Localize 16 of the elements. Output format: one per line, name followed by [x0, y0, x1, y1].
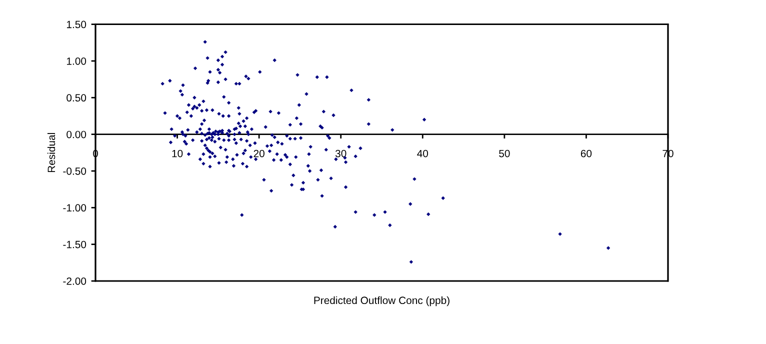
x-tick-label: 60: [580, 150, 592, 158]
x-tick-label: 50: [499, 150, 510, 158]
x-tick-label: 30: [335, 150, 346, 158]
x-tick-label: 40: [417, 150, 428, 158]
y-tick-label: 1.00: [66, 57, 86, 65]
y-tick-label: -0.50: [63, 167, 86, 175]
y-tick-label: 1.50: [66, 20, 86, 28]
y-tick-label: -2.00: [63, 278, 86, 285]
x-axis-title: Predicted Outflow Conc (ppb): [314, 296, 450, 306]
x-tick-label: 10: [172, 150, 183, 158]
x-tick-label: 20: [254, 150, 264, 158]
y-tick-label: -1.00: [63, 204, 86, 212]
y-tick-label: -1.50: [63, 240, 86, 248]
y-tick-label: 0.00: [66, 130, 86, 138]
y-tick-label: 0.50: [66, 94, 86, 102]
y-axis-title: Residual: [47, 133, 56, 172]
